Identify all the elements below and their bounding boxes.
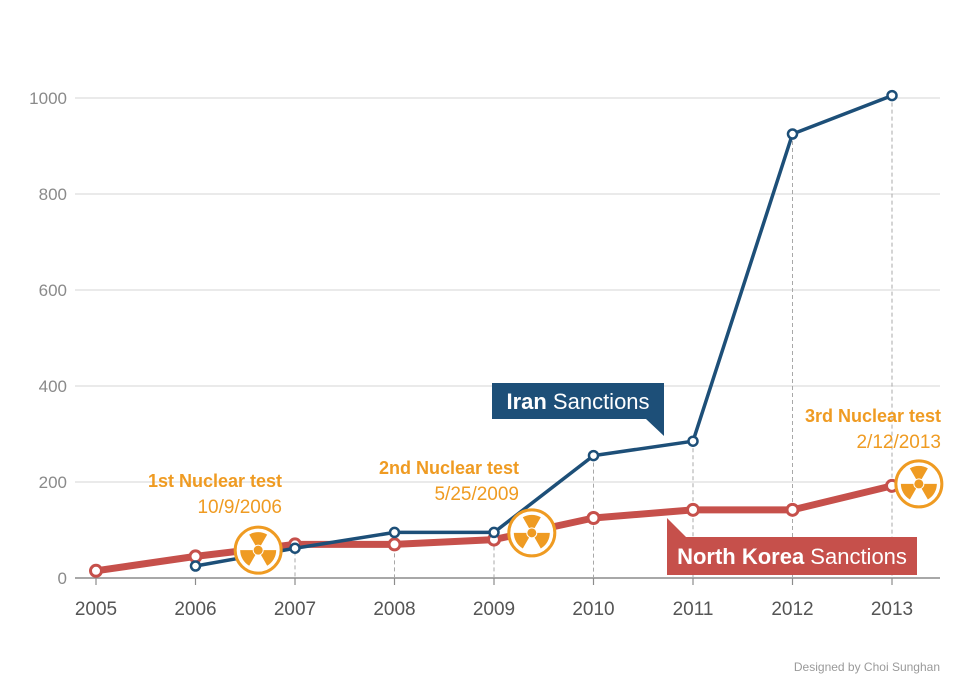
y-axis-ticks: 0 200 400 600 800 1000 (29, 89, 67, 588)
north-korea-series-label: North Korea Sanctions (667, 518, 917, 575)
credit-text: Designed by Choi Sunghan (794, 660, 940, 674)
radiation-blade (909, 465, 928, 480)
x-tick-label: 2012 (771, 599, 813, 620)
nuclear-test-marker (894, 459, 944, 509)
iran-series-point (488, 526, 500, 539)
radiation-core (527, 528, 537, 538)
iran-series-point (687, 435, 699, 447)
north-korea-series-label-pointer (667, 518, 686, 537)
iran-series-label-text: Iran Sanctions (506, 389, 649, 414)
north-korea-series-point (89, 563, 103, 578)
x-tick-label: 2005 (75, 599, 117, 620)
nuclear-test-title: 2nd Nuclear test (379, 458, 519, 478)
iran-series-line (193, 93, 894, 568)
nuclear-test-date: 10/9/2006 (197, 497, 282, 518)
series-name-rest: Sanctions (547, 389, 650, 414)
radiation-core (253, 545, 263, 555)
iran-series-point (886, 89, 898, 102)
nuclear-test-marker (233, 525, 283, 575)
north-korea-series-point (785, 502, 800, 517)
y-tick-label: 0 (58, 569, 67, 588)
x-tick-label: 2013 (871, 599, 913, 620)
north-korea-series-point (686, 502, 700, 517)
x-tick-label: 2007 (274, 599, 316, 620)
x-axis-ticks: 2005 2006 2007 2008 2009 2010 2011 2012 2013 (75, 578, 913, 620)
iran-series-point (289, 542, 301, 554)
series-name-strong: North Korea (677, 544, 805, 569)
radiation-blade (534, 532, 550, 549)
x-tick-label: 2008 (373, 599, 415, 620)
iran-series-label-pointer (646, 419, 664, 436)
y-tick-label: 1000 (29, 89, 67, 108)
series-name-strong: Iran (506, 389, 546, 414)
y-tick-label: 800 (39, 185, 67, 204)
iran-series-label: Iran Sanctions (492, 383, 664, 436)
nuclear-test-marker (507, 508, 557, 558)
north-korea-series-point (387, 537, 402, 552)
x-tick-label: 2006 (174, 599, 216, 620)
iran-series-point (189, 560, 202, 572)
north-korea-series-label-box (667, 537, 917, 575)
radiation-blade (921, 483, 937, 500)
iran-series-label-box (492, 383, 664, 419)
nuclear-test-date: 5/25/2009 (434, 484, 519, 505)
x-tick-label: 2010 (572, 599, 614, 620)
x-tick-label: 2009 (473, 599, 515, 620)
nuclear-test-title: 3rd Nuclear test (805, 406, 941, 426)
nuclear-test-annotations: 1st Nuclear test 10/9/2006 2nd Nuclear tes… (148, 406, 944, 575)
radiation-blade (249, 532, 268, 546)
y-tick-label: 400 (39, 377, 67, 396)
radiation-blade (522, 514, 541, 529)
nuclear-test-date: 2/12/2013 (856, 432, 941, 453)
nuclear-test-title: 1st Nuclear test (148, 471, 282, 491)
y-tick-label: 600 (39, 281, 67, 300)
year-drop-lines (294, 95, 893, 578)
north-korea-series-point (586, 511, 601, 525)
x-tick-label: 2011 (673, 599, 714, 620)
radiation-core (914, 479, 924, 489)
iran-series-point (388, 526, 401, 539)
north-korea-series-label-text: North Korea Sanctions (677, 544, 907, 569)
iran-series-point (786, 128, 799, 140)
radiation-blade (900, 483, 917, 500)
y-tick-label: 200 (39, 473, 67, 492)
radiation-blade (513, 532, 530, 549)
series-name-rest: Sanctions (804, 544, 907, 569)
iran-series-point (587, 449, 600, 462)
radiation-blade (260, 550, 277, 566)
series-lines (89, 89, 899, 578)
radiation-blade (240, 550, 256, 566)
